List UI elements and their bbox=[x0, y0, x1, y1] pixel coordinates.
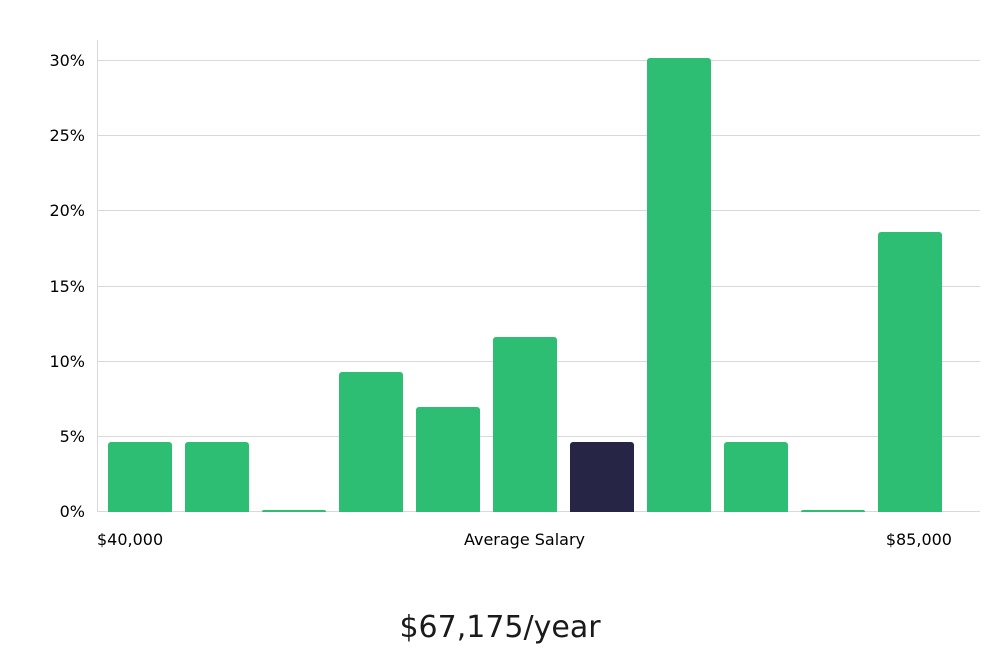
x-label-min-salary: $40,000 bbox=[97, 530, 164, 549]
bar bbox=[878, 232, 942, 512]
y-tick-label: 0% bbox=[59, 502, 85, 521]
y-tick-label: 20% bbox=[49, 201, 85, 221]
x-axis: $40,000 Average Salary $85,000 bbox=[97, 530, 980, 549]
plot-area bbox=[97, 40, 980, 512]
bar bbox=[262, 510, 326, 512]
bar bbox=[724, 442, 788, 512]
bar-highlighted-average bbox=[570, 442, 634, 512]
bar bbox=[801, 510, 865, 512]
y-axis-tick-labels: 0% 5% 10% 15% 20% 25% 30% bbox=[0, 40, 85, 521]
y-tick-label: 25% bbox=[49, 126, 85, 146]
bar bbox=[647, 57, 711, 512]
bar bbox=[108, 442, 172, 512]
gridline bbox=[98, 60, 980, 62]
average-salary-value-title: $67,175/year bbox=[399, 610, 601, 645]
x-label-max-salary: $85,000 bbox=[885, 530, 952, 549]
x-label-average-salary: Average Salary bbox=[463, 530, 586, 549]
gridline bbox=[98, 135, 980, 137]
gridline bbox=[98, 210, 980, 212]
y-tick-label: 30% bbox=[49, 51, 85, 71]
gridline bbox=[98, 285, 980, 287]
bar bbox=[185, 442, 249, 512]
y-tick-label: 10% bbox=[49, 351, 85, 371]
bars-layer bbox=[98, 40, 980, 512]
y-tick-label: 5% bbox=[59, 426, 85, 446]
bar bbox=[339, 372, 403, 512]
bar bbox=[416, 407, 480, 512]
bar bbox=[493, 337, 557, 512]
y-tick-label: 15% bbox=[49, 276, 85, 296]
